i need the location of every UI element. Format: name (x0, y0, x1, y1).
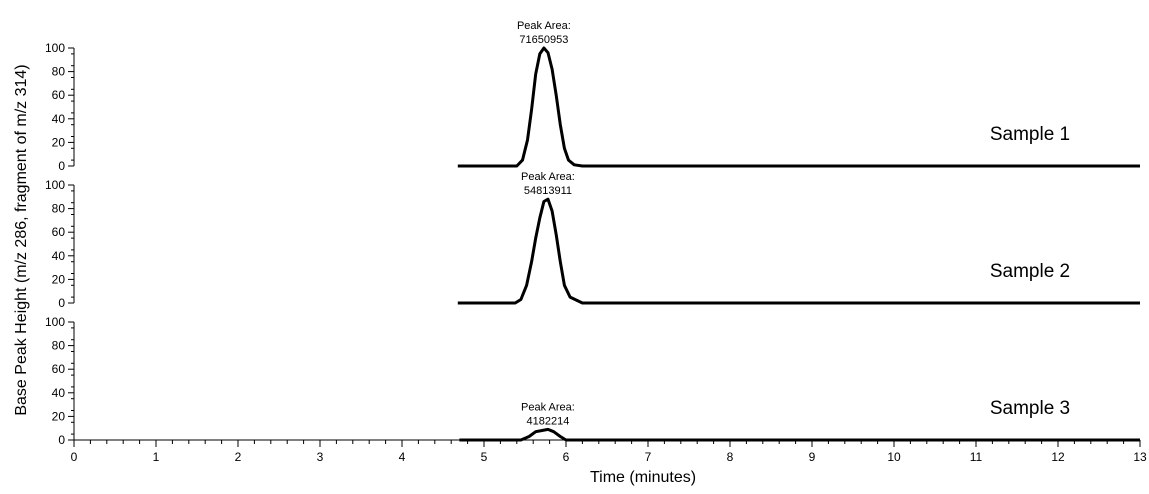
series-line-sample-2 (457, 197, 1140, 305)
x-axis-label: Time (minutes) (590, 469, 696, 486)
x-tick-label: 10 (887, 450, 901, 464)
chart-panel-1: 0 20 40 60 80 100 Peak Area: 71650953 Sample 1 (45, 20, 1140, 173)
y-tick-label: 20 (52, 272, 66, 286)
y-tick-label: 20 (52, 135, 66, 149)
x-tick-label: 5 (481, 450, 488, 464)
y-tick-label: 80 (52, 65, 66, 79)
y-tick-label: 0 (58, 433, 65, 447)
x-tick-label: 8 (727, 450, 734, 464)
y-axis-label: Base Peak Height (m/z 286, fragment of m… (13, 64, 30, 415)
x-tick-label: 6 (563, 450, 570, 464)
x-tick-label: 3 (317, 450, 324, 464)
sample-label: Sample 2 (990, 261, 1070, 282)
y-tick-label: 20 (52, 409, 66, 423)
peak-area-value: 4182214 (527, 415, 570, 427)
y-tick-label: 80 (52, 339, 66, 353)
y-tick-label: 80 (52, 202, 66, 216)
sample-label: Sample 1 (990, 124, 1070, 145)
peak-area-label: Peak Area: (521, 171, 575, 183)
y-tick-label: 0 (58, 159, 65, 173)
peak-area-label: Peak Area: (517, 20, 571, 32)
x-tick-label: 12 (1051, 450, 1065, 464)
x-tick-label: 13 (1133, 450, 1147, 464)
y-tick-label: 40 (52, 249, 66, 263)
y-tick-label: 60 (52, 88, 66, 102)
y-tick-label: 60 (52, 225, 66, 239)
series-line-sample-1 (457, 46, 1140, 168)
y-tick-label: 100 (45, 178, 65, 192)
chart-panel-2: 0 20 40 60 80 100 Peak Area: 54813911 Sample 2 (45, 171, 1140, 310)
x-tick-label: 0 (71, 450, 78, 464)
x-tick-label: 11 (970, 450, 983, 464)
x-tick-label: 2 (235, 450, 242, 464)
y-tick-label: 60 (52, 362, 66, 376)
x-tick-label: 1 (153, 450, 160, 464)
chart-panel-3: 0 20 40 60 80 100 Peak Area: 4182214 Sample 3 (45, 315, 1140, 447)
y-tick-label: 40 (52, 386, 66, 400)
y-tick-label: 100 (45, 41, 65, 55)
series-line-sample-3 (459, 427, 1140, 442)
x-tick-label: 7 (645, 450, 652, 464)
peak-area-label: Peak Area: (521, 401, 575, 413)
peak-area-value: 71650953 (519, 34, 568, 46)
peak-area-value: 54813911 (524, 185, 572, 197)
x-tick-label: 9 (809, 450, 816, 464)
y-tick-label: 100 (45, 315, 65, 329)
x-tick-label: 4 (399, 450, 406, 464)
y-tick-label: 40 (52, 112, 66, 126)
y-tick-label: 0 (58, 296, 65, 310)
sample-label: Sample 3 (990, 398, 1070, 419)
